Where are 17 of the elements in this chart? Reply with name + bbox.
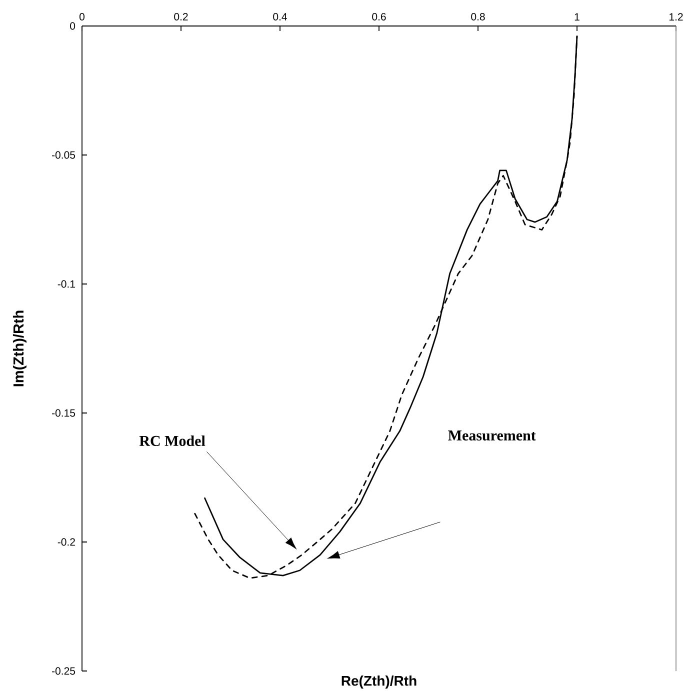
y-tick-label: -0.1 — [58, 280, 75, 288]
annotation: RC Model — [139, 435, 206, 446]
x-tick-label: 1.2 — [670, 13, 683, 20]
x-axis-title: Re(Zth)/Rth — [342, 676, 416, 689]
x-tick-label: 0 — [79, 13, 84, 20]
y-axis-title: Im(Zth)/Rth — [12, 310, 26, 386]
y-tick-label: -0.2 — [58, 538, 75, 546]
x-tick-label: 0.4 — [273, 13, 287, 20]
annotation: Measurement — [448, 430, 536, 441]
y-tick-label: -0.25 — [52, 667, 76, 675]
x-tick-label: 1 — [574, 13, 580, 20]
y-tick-label: -0.15 — [52, 409, 76, 417]
y-tick-label: 0 — [70, 22, 76, 30]
y-tick-label: -0.05 — [52, 151, 76, 159]
x-tick-label: 0.6 — [372, 13, 386, 20]
x-tick-label: 0.2 — [174, 13, 188, 20]
x-tick-label: 0.8 — [471, 13, 485, 20]
